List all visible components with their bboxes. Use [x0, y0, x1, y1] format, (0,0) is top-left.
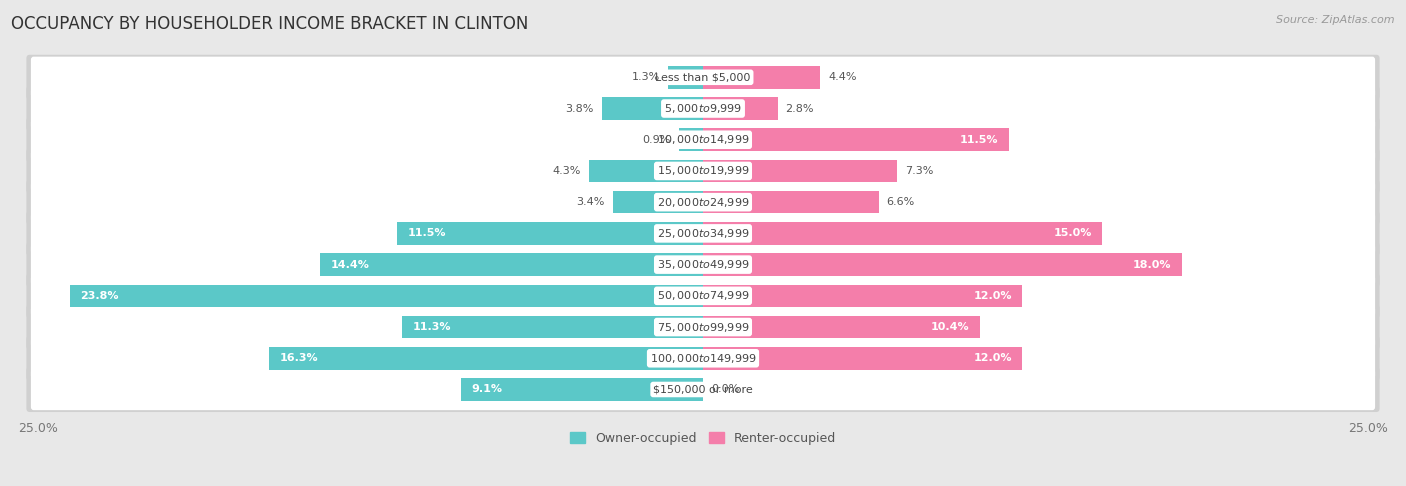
FancyBboxPatch shape: [27, 180, 1379, 225]
FancyBboxPatch shape: [27, 117, 1379, 162]
Text: 18.0%: 18.0%: [1133, 260, 1171, 270]
FancyBboxPatch shape: [27, 86, 1379, 131]
Bar: [402, 316, 703, 338]
FancyBboxPatch shape: [31, 369, 1375, 410]
FancyBboxPatch shape: [31, 57, 1375, 98]
FancyBboxPatch shape: [31, 338, 1375, 379]
Text: Less than $5,000: Less than $5,000: [655, 72, 751, 82]
Text: 23.8%: 23.8%: [80, 291, 118, 301]
FancyBboxPatch shape: [31, 213, 1375, 254]
Text: 0.9%: 0.9%: [643, 135, 671, 145]
Text: 10.4%: 10.4%: [931, 322, 969, 332]
Text: 12.0%: 12.0%: [973, 353, 1012, 363]
Text: $150,000 or more: $150,000 or more: [654, 384, 752, 395]
Bar: [396, 222, 703, 244]
Text: $50,000 to $74,999: $50,000 to $74,999: [657, 289, 749, 302]
Text: $100,000 to $149,999: $100,000 to $149,999: [650, 352, 756, 365]
Text: $20,000 to $24,999: $20,000 to $24,999: [657, 196, 749, 208]
Text: $75,000 to $99,999: $75,000 to $99,999: [657, 321, 749, 333]
FancyBboxPatch shape: [31, 88, 1375, 129]
FancyBboxPatch shape: [27, 148, 1379, 193]
FancyBboxPatch shape: [27, 211, 1379, 256]
Bar: [69, 285, 703, 307]
Text: 4.4%: 4.4%: [828, 72, 856, 82]
Text: 0.0%: 0.0%: [711, 384, 740, 395]
FancyBboxPatch shape: [27, 273, 1379, 318]
Text: $35,000 to $49,999: $35,000 to $49,999: [657, 258, 749, 271]
Bar: [602, 97, 703, 120]
FancyBboxPatch shape: [27, 367, 1379, 412]
Bar: [703, 347, 1022, 369]
FancyBboxPatch shape: [27, 305, 1379, 349]
Bar: [703, 222, 1102, 244]
Bar: [461, 378, 703, 401]
Text: 11.5%: 11.5%: [960, 135, 998, 145]
Text: 15.0%: 15.0%: [1053, 228, 1091, 239]
FancyBboxPatch shape: [31, 181, 1375, 223]
Bar: [589, 160, 703, 182]
Bar: [703, 160, 897, 182]
Bar: [319, 253, 703, 276]
Bar: [613, 191, 703, 213]
FancyBboxPatch shape: [27, 336, 1379, 381]
Text: 2.8%: 2.8%: [786, 104, 814, 114]
FancyBboxPatch shape: [27, 242, 1379, 287]
Bar: [703, 97, 778, 120]
Bar: [703, 191, 879, 213]
Text: $25,000 to $34,999: $25,000 to $34,999: [657, 227, 749, 240]
Text: 7.3%: 7.3%: [905, 166, 934, 176]
FancyBboxPatch shape: [31, 306, 1375, 347]
Text: 1.3%: 1.3%: [633, 72, 661, 82]
Text: 12.0%: 12.0%: [973, 291, 1012, 301]
Text: 6.6%: 6.6%: [887, 197, 915, 207]
Bar: [703, 128, 1010, 151]
Text: 11.5%: 11.5%: [408, 228, 446, 239]
Text: Source: ZipAtlas.com: Source: ZipAtlas.com: [1277, 15, 1395, 25]
FancyBboxPatch shape: [27, 55, 1379, 100]
Text: 4.3%: 4.3%: [553, 166, 581, 176]
Text: 9.1%: 9.1%: [471, 384, 502, 395]
Bar: [679, 128, 703, 151]
Text: $10,000 to $14,999: $10,000 to $14,999: [657, 133, 749, 146]
Bar: [703, 253, 1182, 276]
Text: 3.4%: 3.4%: [576, 197, 605, 207]
Bar: [703, 66, 820, 88]
Bar: [703, 316, 980, 338]
Text: $5,000 to $9,999: $5,000 to $9,999: [664, 102, 742, 115]
Bar: [269, 347, 703, 369]
Text: 3.8%: 3.8%: [565, 104, 593, 114]
FancyBboxPatch shape: [31, 244, 1375, 285]
Legend: Owner-occupied, Renter-occupied: Owner-occupied, Renter-occupied: [565, 427, 841, 450]
FancyBboxPatch shape: [31, 275, 1375, 316]
FancyBboxPatch shape: [31, 119, 1375, 160]
Text: OCCUPANCY BY HOUSEHOLDER INCOME BRACKET IN CLINTON: OCCUPANCY BY HOUSEHOLDER INCOME BRACKET …: [11, 15, 529, 33]
FancyBboxPatch shape: [31, 150, 1375, 191]
Bar: [668, 66, 703, 88]
Bar: [703, 285, 1022, 307]
Text: 14.4%: 14.4%: [330, 260, 370, 270]
Text: 11.3%: 11.3%: [413, 322, 451, 332]
Text: 16.3%: 16.3%: [280, 353, 318, 363]
Text: $15,000 to $19,999: $15,000 to $19,999: [657, 164, 749, 177]
